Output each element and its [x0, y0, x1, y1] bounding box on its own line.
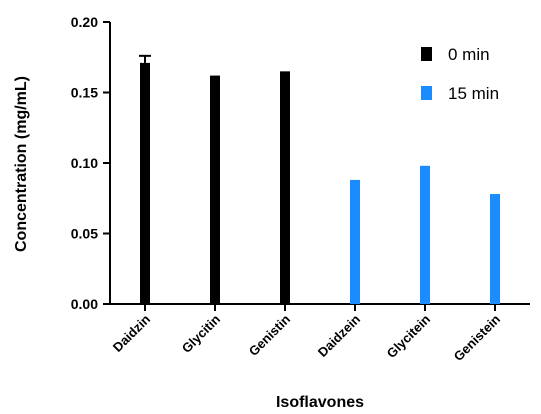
bar	[490, 194, 500, 304]
x-category-label: Daidzein	[315, 311, 363, 359]
bar	[210, 75, 220, 304]
bar	[140, 62, 150, 304]
x-axis-title: Isoflavones	[276, 394, 364, 411]
x-category-label: Glycitein	[384, 311, 433, 360]
y-tick-label: 0.20	[71, 14, 98, 30]
y-tick-label: 0.00	[71, 296, 98, 312]
x-category-label: Genistein	[451, 311, 504, 364]
y-axis-title: Concentration (mg/mL)	[13, 76, 30, 252]
x-category-label: Glycitin	[179, 311, 223, 355]
legend-label: 15 min	[448, 84, 499, 103]
y-tick-label: 0.15	[71, 85, 98, 101]
legend-swatch	[421, 86, 432, 100]
x-category-label: Genistin	[246, 311, 293, 358]
x-axis: Daidzin Glycitin Genistin Daidzein Glycitein…	[109, 303, 530, 364]
y-tick-label: 0.10	[71, 155, 98, 171]
bar	[350, 179, 360, 304]
y-tick-label: 0.05	[71, 226, 98, 242]
bars-group	[139, 54, 500, 304]
x-category-label: Daidzin	[110, 311, 153, 354]
legend-label: 0 min	[448, 45, 490, 64]
legend-swatch	[421, 47, 432, 61]
y-axis: 0.00 0.05 0.10 0.15 0.20	[71, 14, 111, 312]
legend: 0 min 15 min	[421, 45, 499, 103]
bar	[420, 165, 430, 304]
bar	[280, 71, 290, 304]
